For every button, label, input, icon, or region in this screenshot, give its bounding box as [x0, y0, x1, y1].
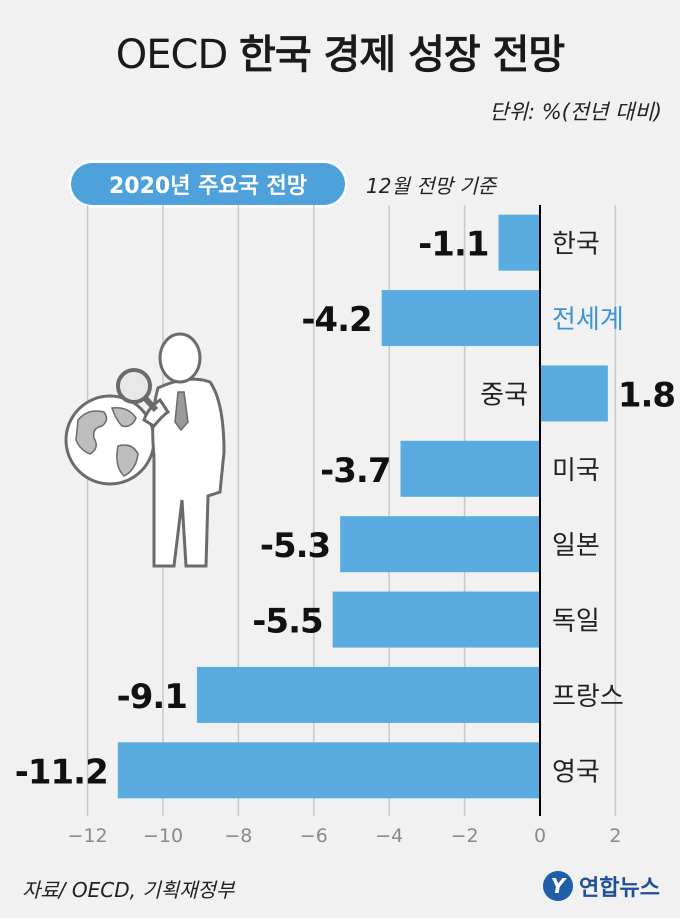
x-tick-label: 0 [534, 825, 546, 847]
chart-title: OECD 한국 경제 성장 전망 [0, 22, 680, 80]
bar [340, 516, 540, 573]
category-label: 프랑스 [552, 682, 624, 712]
bar [381, 290, 540, 347]
bar [540, 365, 608, 422]
chart-title-ko: 한국 경제 성장 전망 [239, 32, 565, 78]
x-tick-label: −4 [375, 825, 403, 847]
x-axis-tick-labels: −12 −10 −8 −6 −4 −2 0 2 [68, 825, 622, 847]
x-tick-label: −12 [68, 825, 108, 847]
data-label: -1.1 [418, 225, 488, 265]
data-label: -5.3 [260, 526, 330, 566]
category-label: 중국 [480, 380, 528, 410]
data-label: -11.2 [15, 752, 108, 792]
bar [498, 214, 540, 271]
data-label: -9.1 [117, 677, 187, 717]
x-tick-label: −2 [451, 825, 479, 847]
data-labels: -1.1 -4.2 1.8 -3.7 -5.3 -5.5 -9.1-11.2 [15, 225, 676, 793]
person-with-magnifier-and-globe-icon [64, 332, 226, 568]
category-label: 한국 [552, 230, 600, 260]
x-tick-label: −8 [224, 825, 252, 847]
x-tick-label: −6 [300, 825, 328, 847]
data-label: 1.8 [618, 375, 675, 415]
bar [332, 591, 540, 648]
yonhap-logo-icon: Y [543, 871, 574, 901]
forecast-basis-note: 12월 전망 기준 [366, 174, 497, 198]
unit-note: 단위: %(전년 대비) [489, 100, 662, 124]
x-tick-label: −10 [143, 825, 183, 847]
category-label: 독일 [552, 607, 600, 637]
category-label: 일본 [552, 531, 600, 561]
category-label: 미국 [552, 456, 600, 486]
chart-title-en: OECD [115, 32, 228, 78]
category-label: 전세계 [552, 305, 624, 335]
forecast-year-pill: 2020년 주요국 전망 [68, 160, 348, 208]
x-tick-label: 2 [609, 825, 621, 847]
bar [196, 666, 540, 723]
bar [400, 440, 540, 497]
source-note: 자료/ OECD, 기획재정부 [22, 878, 235, 902]
data-label: -5.5 [252, 602, 322, 642]
data-label: -4.2 [301, 300, 371, 340]
bar [117, 742, 540, 799]
category-label: 영국 [552, 757, 600, 787]
bars [117, 214, 608, 799]
data-label: -3.7 [320, 451, 390, 491]
yonhap-logo-text: 연합뉴스 [579, 876, 660, 901]
yonhap-logo: Y 연합뉴스 [543, 868, 660, 904]
